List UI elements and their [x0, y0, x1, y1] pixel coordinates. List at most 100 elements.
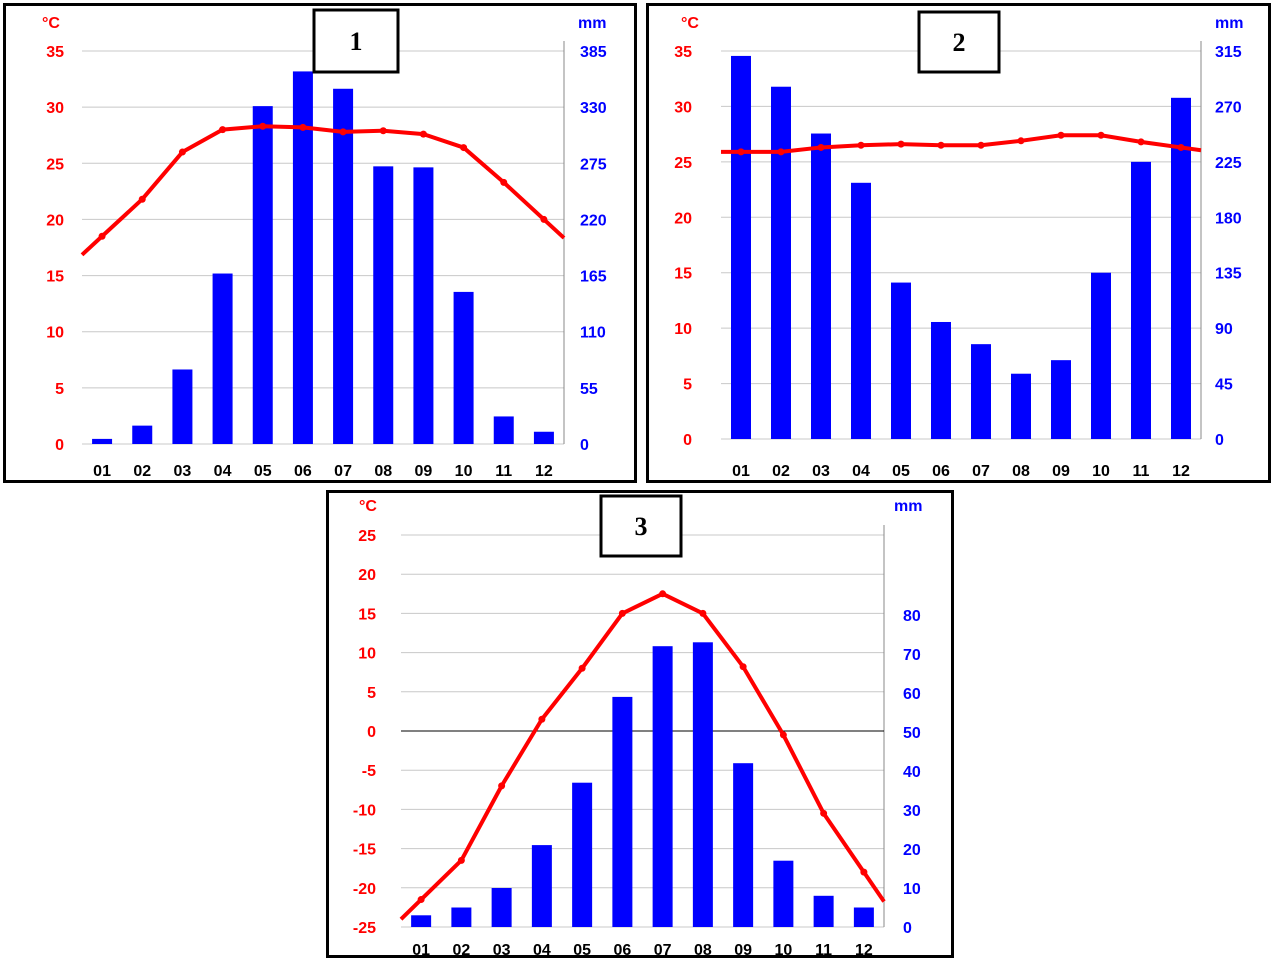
chart-number-label: 1: [350, 27, 363, 56]
precipitation-tick-label: 80: [903, 608, 921, 625]
temperature-point: [540, 215, 548, 223]
temperature-tick-label: 5: [55, 381, 64, 398]
precipitation-unit-label: mm: [578, 15, 606, 32]
month-tick-label: 12: [1172, 463, 1190, 480]
month-tick-label: 09: [1052, 463, 1070, 480]
temperature-point: [857, 141, 865, 149]
temperature-point: [219, 126, 227, 134]
precipitation-bar: [733, 763, 754, 927]
temperature-point: [699, 609, 707, 617]
temperature-point: [417, 896, 425, 904]
month-tick-label: 08: [1012, 463, 1030, 480]
temperature-tick-label: 20: [674, 210, 692, 227]
precipitation-bar: [292, 71, 313, 444]
precipitation-tick-label: 20: [903, 842, 921, 859]
month-tick-label: 10: [1092, 463, 1110, 480]
month-tick-label: 08: [694, 942, 712, 959]
precipitation-bar: [172, 369, 193, 444]
precipitation-bar: [333, 88, 354, 444]
precipitation-bar: [771, 86, 791, 439]
temperature-tick-label: 0: [55, 437, 64, 454]
precipitation-tick-label: 275: [580, 156, 607, 173]
temperature-unit-label: °C: [681, 15, 699, 32]
climate-chart-3: -25 -20 -15 -10 -5 0 5 10 15 20 25 0 10 20 30 40 50 60 70 8…: [326, 490, 954, 959]
precipitation-tick-label: 55: [580, 381, 598, 398]
temperature-point: [1017, 137, 1025, 145]
chart-number-box: [599, 494, 683, 558]
temperature-tick-label: -20: [353, 881, 376, 898]
chart-number-box: [312, 8, 400, 74]
temperature-line: [399, 591, 886, 921]
precipitation-bar: [531, 845, 552, 927]
month-tick-label: 07: [334, 463, 352, 480]
temperature-tick-label: 30: [674, 99, 692, 116]
temperature-point: [937, 141, 945, 149]
temperature-point: [339, 128, 347, 136]
precipitation-bar: [212, 273, 233, 444]
precipitation-tick-label: 50: [903, 725, 921, 742]
month-tick-label: 03: [174, 463, 192, 480]
temperature-point: [860, 868, 868, 876]
temperature-point: [538, 715, 546, 723]
precipitation-bar: [451, 907, 472, 927]
temperature-tick-label: 15: [46, 269, 64, 286]
month-tick-label: 02: [772, 463, 790, 480]
month-tick-label: 07: [972, 463, 990, 480]
temperature-point: [739, 663, 747, 671]
precipitation-bar: [1011, 373, 1031, 439]
month-tick-label: 03: [493, 942, 511, 959]
temperature-line: [721, 133, 1202, 154]
climate-chart-3-plot: -25-20-15-10-505101520250102030405060708…: [353, 494, 922, 959]
precipitation-bar: [572, 782, 593, 927]
temperature-tick-label: 20: [46, 212, 64, 229]
temperature-tick-label: 15: [674, 266, 692, 283]
precipitation-tick-label: 135: [1215, 266, 1242, 283]
precipitation-bar: [533, 431, 554, 444]
precipitation-bar: [652, 646, 673, 927]
month-tick-label: 05: [892, 463, 910, 480]
precipitation-tick-label: 165: [580, 269, 607, 286]
precipitation-bar: [971, 344, 991, 439]
temperature-point: [259, 122, 267, 130]
precipitation-bar: [252, 106, 273, 445]
temperature-point: [98, 232, 106, 240]
month-tick-label: 06: [294, 463, 312, 480]
temperature-point: [618, 609, 626, 617]
chart-number-box: [917, 10, 1001, 74]
precipitation-bar: [1171, 97, 1191, 440]
temperature-point: [820, 809, 828, 817]
precipitation-bar: [1051, 360, 1071, 439]
temperature-tick-label: -10: [353, 802, 376, 819]
precipitation-bar: [811, 133, 831, 439]
month-tick-label: 05: [254, 463, 272, 480]
precipitation-tick-label: 385: [580, 44, 607, 61]
precipitation-bar: [731, 55, 751, 440]
precipitation-bar: [612, 696, 633, 927]
precipitation-bar: [373, 166, 394, 444]
month-tick-label: 10: [774, 942, 792, 959]
temperature-point: [500, 178, 508, 186]
temperature-tick-label: 25: [358, 528, 376, 545]
temperature-tick-label: 10: [46, 325, 64, 342]
temperature-tick-label: 10: [358, 646, 376, 663]
precipitation-bar: [132, 425, 153, 444]
precipitation-bar: [773, 860, 794, 927]
precipitation-bar: [1091, 272, 1111, 439]
temperature-point: [178, 148, 186, 156]
temperature-unit-label: °C: [359, 498, 377, 515]
temperature-point: [299, 123, 307, 131]
month-tick-label: 12: [855, 942, 873, 959]
precipitation-bar: [453, 291, 474, 444]
temperature-point: [779, 731, 787, 739]
month-tick-label: 01: [93, 463, 111, 480]
month-tick-label: 08: [374, 463, 392, 480]
temperature-tick-label: 35: [46, 44, 64, 61]
month-tick-label: 02: [452, 942, 470, 959]
precipitation-bar: [813, 895, 834, 927]
precipitation-tick-label: 270: [1215, 99, 1242, 116]
temperature-point: [1057, 131, 1065, 139]
month-tick-label: 04: [533, 942, 551, 959]
precipitation-tick-label: 220: [580, 212, 607, 229]
precipitation-tick-label: 90: [1215, 321, 1233, 338]
